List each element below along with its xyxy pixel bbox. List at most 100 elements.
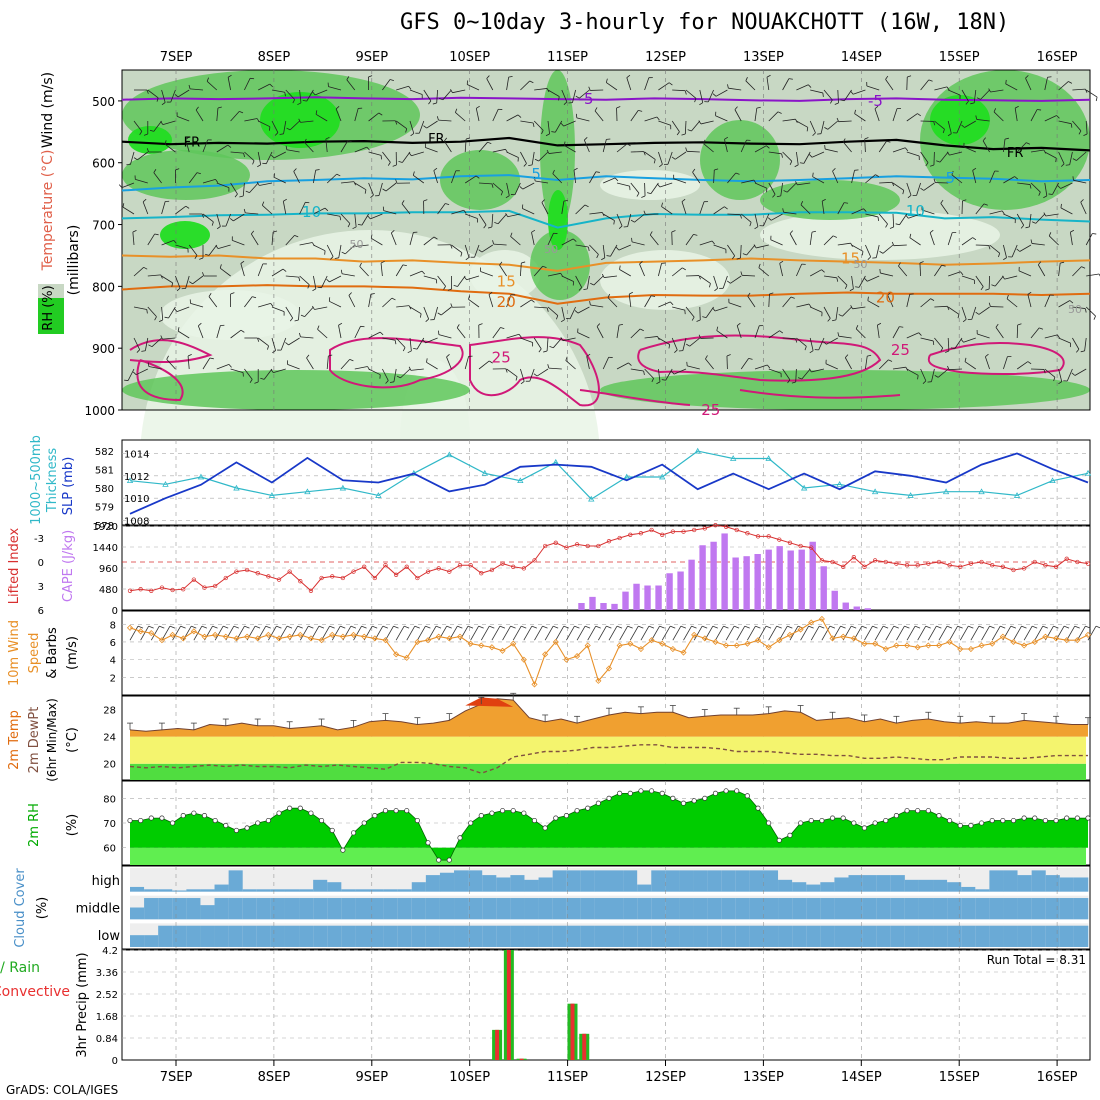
- wind-barb: [492, 109, 499, 122]
- wind-barb-flag: [368, 75, 373, 78]
- cloud-cell: [806, 925, 821, 947]
- wind-barb-flag: [271, 154, 275, 159]
- wind-barb: [378, 182, 383, 196]
- wind-barb: [909, 237, 921, 246]
- wind-barb-flag: [188, 84, 191, 89]
- wind-barb-flag: [146, 309, 148, 314]
- cloud-cell: [299, 889, 314, 892]
- wind-barb: [779, 263, 783, 277]
- wind-barb: [825, 363, 838, 370]
- wind10-speed-line: [129, 618, 1089, 686]
- wind10-marker: [148, 630, 155, 637]
- cloud-cell: [172, 925, 187, 947]
- wind-barb: [510, 236, 521, 246]
- wind-barb-flag: [153, 169, 157, 173]
- cloud-cell: [200, 905, 215, 920]
- wind-barb: [321, 275, 328, 288]
- wind-barb: [766, 77, 770, 91]
- cape-bar: [721, 533, 728, 610]
- wind-barb: [1003, 213, 1016, 220]
- cloud-cell: [144, 935, 159, 947]
- wind-barb-flag: [249, 379, 253, 383]
- wind-barb-flag: [177, 327, 180, 332]
- wind-barb: [382, 151, 391, 163]
- wind-barb: [258, 303, 271, 308]
- wind-barb-flag: [348, 292, 352, 296]
- wind-barb-flag: [219, 264, 222, 269]
- wind-barb: [893, 244, 907, 247]
- wind-barb: [423, 236, 435, 246]
- wind-barb-flag: [380, 260, 385, 264]
- wind-barb: [1080, 202, 1087, 215]
- wind-barb-flag: [736, 257, 741, 260]
- cloud-cell: [763, 870, 779, 892]
- wind-barb-flag: [456, 324, 460, 328]
- wind10-marker: [201, 633, 208, 640]
- wind-barb: [716, 330, 728, 339]
- cloud-cell: [214, 898, 229, 920]
- cloud-cell-bg: [341, 868, 356, 892]
- wind-barb: [810, 269, 822, 277]
- y-tick-label: 70: [103, 819, 116, 830]
- wind-barb: [451, 170, 457, 184]
- wind-barb-flag: [370, 194, 374, 199]
- rh-moist-core: [930, 95, 990, 145]
- wind-barb-flag: [292, 99, 296, 104]
- wind-barb: [658, 120, 671, 126]
- wind-barb: [1085, 89, 1098, 98]
- wind-barb: [202, 213, 214, 223]
- cloud-cell: [1003, 870, 1018, 892]
- wind-barb: [499, 264, 507, 277]
- cloud-cell: [749, 898, 765, 920]
- wind-barb-flag: [196, 172, 201, 175]
- wind-barb: [561, 201, 565, 215]
- wind-barb: [780, 182, 783, 196]
- wind10-barb: [427, 625, 437, 641]
- wind-barb-flag: [739, 214, 742, 219]
- legend-total-rain: Total / Rain: [0, 960, 40, 976]
- wind-barb: [216, 325, 221, 339]
- wind-barb-flag: [844, 202, 849, 204]
- wind-barb-flag: [676, 131, 680, 136]
- wind-barb: [395, 264, 404, 277]
- wind-barb-flag: [830, 99, 833, 104]
- li-marker: [1053, 564, 1059, 569]
- wind-barb-flag: [423, 199, 428, 202]
- cloud-cell: [327, 925, 342, 947]
- cloud-cell: [763, 898, 779, 920]
- li-marker: [500, 561, 505, 566]
- wind-barb: [746, 244, 756, 256]
- wind10-barb-flag: [755, 625, 761, 629]
- wind-barb: [492, 148, 506, 153]
- wind-barb-flag: [389, 79, 394, 81]
- cape-bar: [633, 583, 640, 610]
- wind-barb: [1003, 244, 1007, 258]
- cloud-cell: [947, 882, 962, 892]
- wind10-barb-flag: [829, 625, 836, 629]
- wind-barb: [368, 182, 374, 196]
- li-marker: [223, 575, 228, 581]
- wind-barb: [989, 210, 1003, 215]
- wind10-barb: [502, 625, 511, 641]
- wind-barb-flag: [187, 353, 192, 357]
- wind-barb: [768, 151, 782, 155]
- rh2m-marker: [297, 805, 303, 811]
- contour-label: 25: [701, 401, 720, 419]
- wind10-barb-flag: [1095, 625, 1100, 629]
- cloud-cell: [707, 925, 723, 947]
- li-marker: [734, 527, 739, 533]
- rh2m-marker: [276, 810, 282, 816]
- wind-barb: [1030, 327, 1040, 339]
- wind-barb-flag: [671, 230, 676, 233]
- wind10-barb-flag: [712, 625, 718, 629]
- wind-barb-flag: [211, 221, 214, 226]
- legend-convective: Convective: [0, 984, 70, 1000]
- wind-barb: [665, 368, 673, 381]
- wind-barb: [325, 139, 328, 153]
- y-tick-label: 580: [95, 484, 114, 495]
- wind-barb: [699, 201, 705, 215]
- wind-barb: [1044, 334, 1058, 339]
- wind-barb: [892, 108, 898, 122]
- cape-tick-label: 480: [99, 585, 118, 596]
- wind10-marker: [563, 656, 570, 663]
